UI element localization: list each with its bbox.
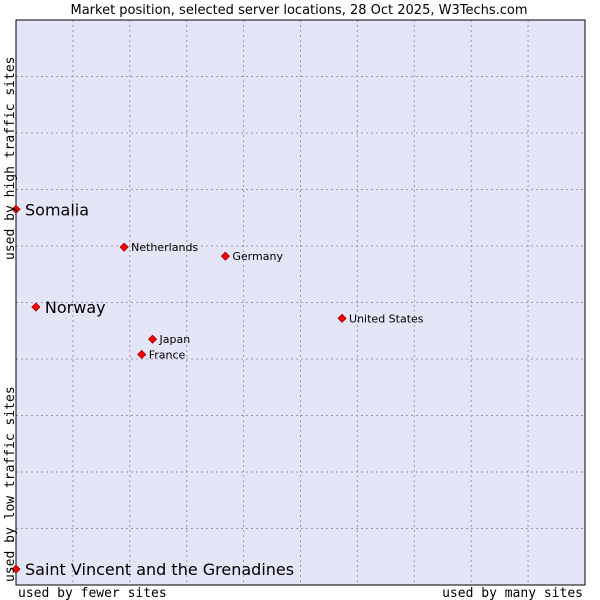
point-norway (31, 302, 41, 312)
point-germany (220, 251, 230, 261)
y-axis-label-bottom: used by low traffic sites (3, 386, 18, 582)
point-japan (147, 334, 158, 344)
point-somalia (11, 204, 21, 214)
point-label-somalia: Somalia (25, 200, 89, 219)
point-united-states (337, 313, 347, 323)
point-label-japan: Japan (159, 333, 191, 346)
point-label-germany: Germany (232, 250, 283, 263)
point-label-norway: Norway (45, 298, 106, 317)
point-france (137, 349, 147, 360)
chart-title: Market position, selected server locatio… (70, 3, 527, 18)
point-label-saint-vincent-and-the-grenadines: Saint Vincent and the Grenadines (25, 560, 294, 579)
point-label-united-states: United States (349, 312, 424, 325)
data-points: Somalia Netherlands Germany Norway United St… (11, 200, 424, 579)
x-axis-label-left: used by fewer sites (18, 586, 167, 600)
grid-lines (16, 20, 585, 585)
point-label-france: France (149, 348, 186, 361)
point-netherlands (119, 242, 129, 252)
x-axis-label-right: used by many sites (442, 586, 583, 600)
point-saint-vincent-and-the-grenadines (11, 564, 21, 574)
plot-frame (15, 19, 586, 586)
point-label-netherlands: Netherlands (131, 241, 198, 254)
y-axis-label-top: used by high traffic sites (3, 57, 18, 261)
